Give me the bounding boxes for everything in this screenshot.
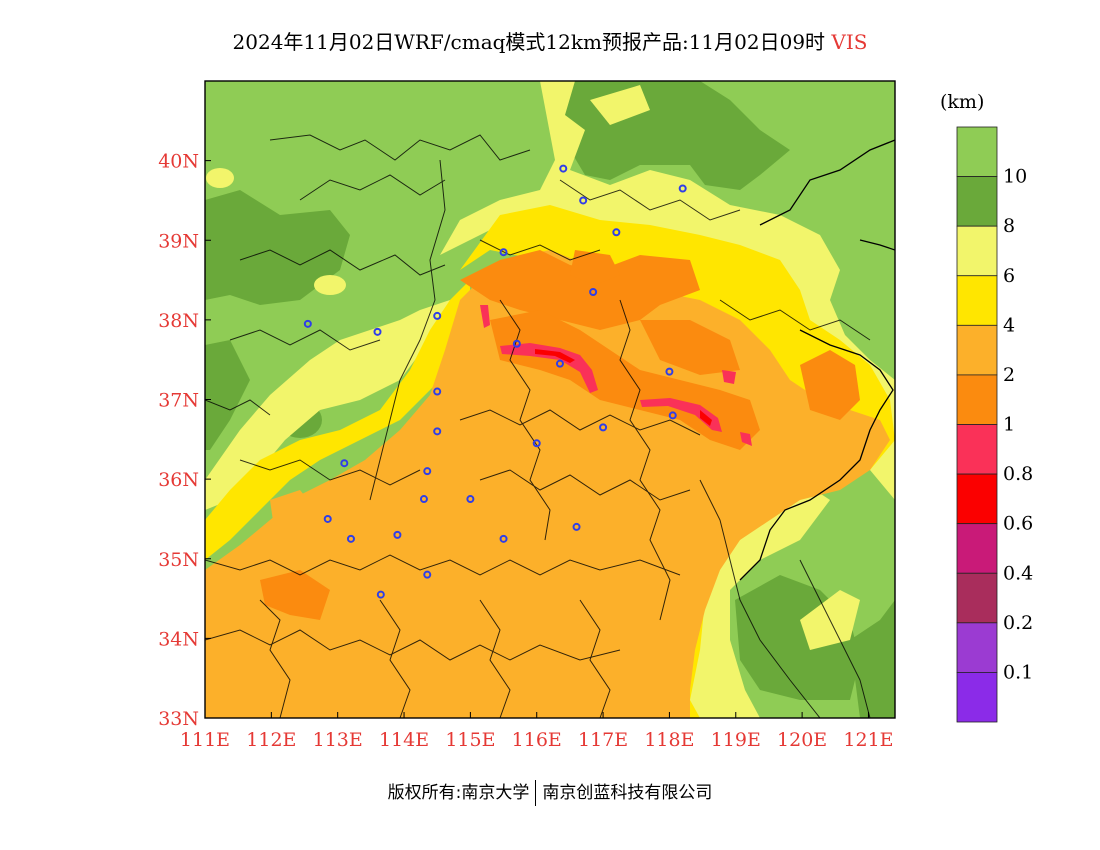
station-marker xyxy=(589,288,598,297)
coastline xyxy=(739,139,895,581)
city-stations xyxy=(303,164,687,599)
station-marker xyxy=(579,196,588,205)
colorbar-label: 0.2 xyxy=(1003,612,1033,634)
station-marker xyxy=(433,387,442,396)
station-marker xyxy=(555,359,564,368)
station-marker xyxy=(559,164,568,173)
footer-left: 版权所有:南京大学 xyxy=(387,783,530,803)
lat-tick-label: 38N xyxy=(158,310,199,332)
lat-tick-label: 36N xyxy=(158,469,199,491)
station-marker xyxy=(376,590,385,599)
colorbar-swatch xyxy=(956,622,998,673)
map-title: 2024年11月02日WRF/cmaq模式12km预报产品:11月02日09时 … xyxy=(0,26,1100,55)
station-marker xyxy=(323,514,332,523)
lon-tick-label: 121E xyxy=(843,729,893,751)
station-marker xyxy=(393,530,402,539)
station-marker xyxy=(466,495,475,504)
lat-tick-label: 37N xyxy=(158,390,199,412)
colorbar-label: 0.1 xyxy=(1003,661,1033,683)
station-marker xyxy=(346,534,355,543)
station-marker xyxy=(668,411,677,420)
colorbar: 10 8 6 4 2 1 0.8 0.6 0.4 0.2 0.1 xyxy=(956,126,1033,723)
station-marker xyxy=(423,467,432,476)
lon-tick-label: 112E xyxy=(246,729,296,751)
copyright-footer: 版权所有:南京大学 南京创蓝科技有限公司 xyxy=(0,778,1100,806)
lat-tick-label: 40N xyxy=(158,151,199,173)
station-marker xyxy=(433,427,442,436)
station-marker xyxy=(340,459,349,468)
lat-tick-label: 34N xyxy=(158,628,199,650)
vis-0.6-0.8-area xyxy=(535,349,712,426)
lon-tick-label: 118E xyxy=(644,729,694,751)
colorbar-swatch xyxy=(956,672,998,723)
lat-tick-label: 35N xyxy=(158,549,199,571)
station-marker xyxy=(599,423,608,432)
footer-separator xyxy=(535,780,537,806)
station-marker xyxy=(499,248,508,257)
colorbar-swatch xyxy=(956,374,998,425)
station-marker xyxy=(572,522,581,531)
colorbar-label: 1 xyxy=(1003,414,1015,436)
station-marker xyxy=(678,184,687,193)
colorbar-label: 0.8 xyxy=(1003,463,1033,485)
station-marker xyxy=(532,439,541,448)
station-marker xyxy=(303,319,312,328)
admin-boundaries xyxy=(205,134,871,718)
colorbar-swatch xyxy=(956,275,998,326)
station-marker xyxy=(512,339,521,348)
station-marker xyxy=(433,311,442,320)
lon-axis: 111E 112E 113E 114E 115E 116E 117E 118E 119E 120E… xyxy=(180,712,894,751)
footer-right: 南京创蓝科技有限公司 xyxy=(542,783,713,803)
lon-tick-label: 115E xyxy=(445,729,495,751)
lat-tick-label: 39N xyxy=(158,230,199,252)
colorbar-swatch xyxy=(956,324,998,376)
station-marker xyxy=(499,534,508,543)
colorbar-swatch xyxy=(956,424,998,475)
colorbar-label: 0.6 xyxy=(1003,513,1033,535)
vis-1-2-area xyxy=(260,250,860,620)
lon-tick-label: 113E xyxy=(313,729,363,751)
lon-tick-label: 111E xyxy=(180,729,230,751)
station-marker xyxy=(423,570,432,579)
colorbar-label: 4 xyxy=(1003,314,1015,336)
title-variable: VIS xyxy=(831,30,868,54)
station-marker xyxy=(612,228,621,237)
colorbar-label: 6 xyxy=(1003,265,1015,287)
colorbar-swatch xyxy=(956,126,998,177)
station-marker xyxy=(665,367,674,376)
title-main: 2024年11月02日WRF/cmaq模式12km预报产品:11月02日09时 xyxy=(232,30,826,54)
lat-axis: 33N 34N 35N 36N 37N 38N 39N 40N xyxy=(158,151,211,730)
colorbar-label: 0.4 xyxy=(1003,562,1033,584)
colorbar-swatch xyxy=(956,176,998,227)
lon-tick-label: 117E xyxy=(578,729,628,751)
vis-0.8-1-area xyxy=(480,305,752,446)
colorbar-unit: (km) xyxy=(940,91,984,113)
colorbar-swatch xyxy=(956,572,998,624)
lat-tick-label: 33N xyxy=(158,708,199,730)
colorbar-label: 8 xyxy=(1003,215,1015,237)
lon-tick-label: 119E xyxy=(711,729,761,751)
colorbar-swatch xyxy=(956,473,998,525)
colorbar-label: 2 xyxy=(1003,364,1015,386)
station-marker xyxy=(373,327,382,336)
station-marker xyxy=(419,495,428,504)
lon-tick-label: 120E xyxy=(777,729,827,751)
colorbar-label: 10 xyxy=(1003,166,1027,188)
lon-tick-label: 114E xyxy=(379,729,429,751)
lon-tick-label: 116E xyxy=(512,729,562,751)
visibility-field xyxy=(205,81,895,718)
colorbar-swatch xyxy=(956,523,998,574)
colorbar-swatch xyxy=(956,225,998,277)
